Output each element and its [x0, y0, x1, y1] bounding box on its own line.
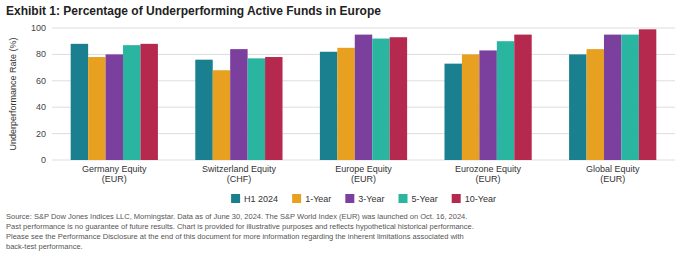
x-tick-label: Europe Equity(EUR) [335, 164, 392, 184]
y-tick-label: 20 [36, 129, 46, 139]
bar [320, 52, 337, 160]
source-note: Source: S&P Dow Jones Indices LLC, Morni… [6, 212, 474, 251]
y-tick-label: 80 [36, 49, 46, 59]
legend-item: 5-Year [399, 194, 438, 204]
legend-item: 1-Year [292, 194, 331, 204]
bar [444, 64, 461, 160]
bars [71, 29, 657, 160]
x-tick-label: Eurozone Equity(EUR) [455, 164, 522, 184]
legend-swatch [231, 194, 240, 203]
bar [106, 54, 123, 160]
legend: H1 2024 1-Year 3-Year 5-Year 10-Year [231, 194, 496, 204]
bar [462, 54, 479, 160]
bar [621, 35, 638, 160]
legend-label: 1-Year [305, 194, 331, 204]
y-tick-label: 60 [36, 76, 46, 86]
legend-label: H1 2024 [244, 194, 278, 204]
x-tick-label: Germany Equity(EUR) [82, 164, 147, 184]
bar [639, 29, 656, 160]
bar [569, 54, 586, 160]
legend-swatch [292, 194, 301, 203]
bar [497, 41, 514, 160]
x-tick-label: Switzerland Equity(CHF) [202, 164, 277, 184]
legend-label: 3-Year [358, 194, 384, 204]
title: Exhibit 1: Percentage of Underperforming… [6, 4, 381, 18]
legend-swatch [399, 194, 408, 203]
bar [514, 35, 531, 160]
legend-label: 5-Year [412, 194, 438, 204]
y-tick-label: 100 [31, 23, 46, 33]
grid [52, 28, 675, 160]
y-tick-label: 0 [41, 155, 46, 165]
bar [123, 45, 140, 160]
legend-swatch [452, 194, 461, 203]
y-axis-label: Underperformance Rate (%) [8, 37, 18, 150]
bar [248, 58, 265, 160]
bar [195, 60, 212, 160]
y-tick-label: 40 [36, 102, 46, 112]
bar [479, 50, 496, 160]
legend-label: 10-Year [465, 194, 496, 204]
bar [390, 37, 407, 160]
bar [372, 39, 389, 160]
bar [355, 35, 372, 160]
bar [587, 49, 604, 160]
bar [140, 44, 157, 160]
x-tick-label: Global Equity(EUR) [586, 164, 640, 184]
bar [337, 48, 354, 160]
bar [604, 35, 621, 160]
legend-swatch [345, 194, 354, 203]
legend-item: 10-Year [452, 194, 496, 204]
bar [71, 44, 88, 160]
bar [88, 57, 105, 160]
bar [213, 70, 230, 160]
bar [265, 57, 282, 160]
legend-item: H1 2024 [231, 194, 278, 204]
grid-line [52, 28, 675, 29]
chart: Exhibit 1: Percentage of Underperforming… [0, 0, 685, 270]
bar [230, 49, 247, 160]
legend-item: 3-Year [345, 194, 384, 204]
